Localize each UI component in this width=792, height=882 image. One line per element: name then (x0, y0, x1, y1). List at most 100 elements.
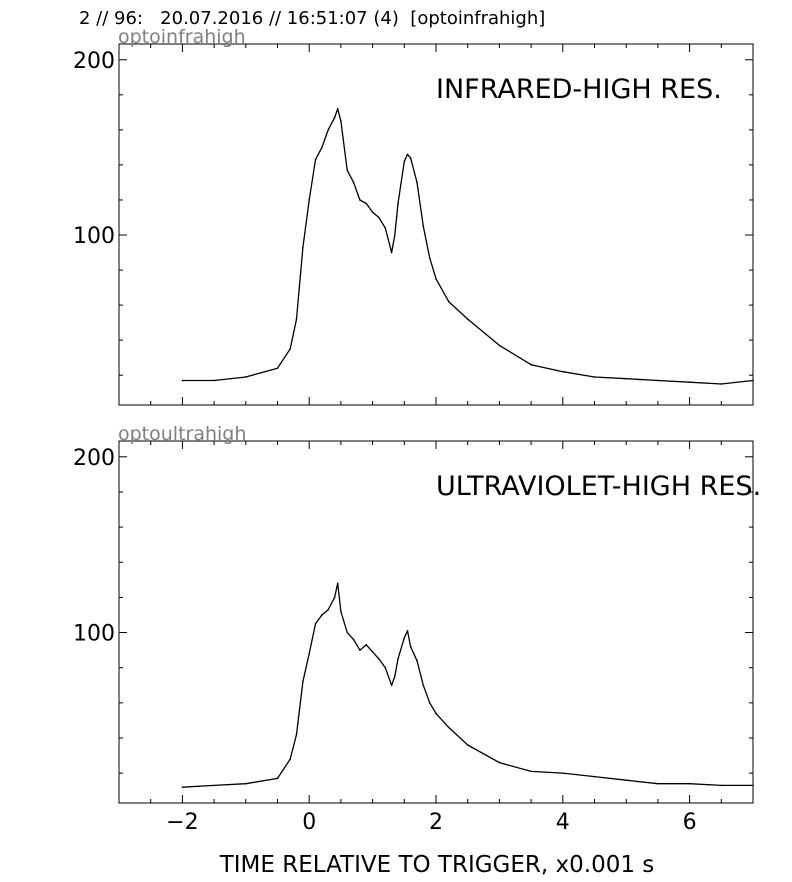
data-point (289, 348, 291, 350)
data-point (416, 181, 418, 184)
data-point (371, 651, 374, 653)
y-tick-label: 200 (73, 49, 115, 74)
data-point (409, 645, 412, 648)
data-point (333, 596, 336, 599)
data-point (562, 370, 564, 373)
data-point (625, 377, 627, 380)
data-point (181, 379, 184, 382)
x-tick-label: −2 (166, 810, 198, 835)
data-point (393, 675, 396, 678)
data-point (321, 614, 323, 616)
data-point (752, 379, 754, 382)
data-point (333, 116, 336, 119)
data-point (346, 631, 349, 634)
data-point (593, 376, 596, 378)
data-point (397, 202, 399, 205)
panel-title: INFRARED-HIGH RES. (436, 74, 722, 105)
header-title: 2 // 96: 20.07.2016 // 16:51:07 (4) [opt… (79, 8, 546, 29)
data-point (302, 246, 304, 249)
data-point (466, 318, 469, 320)
data-point (688, 782, 691, 785)
data-point (365, 202, 368, 205)
data-point (276, 777, 279, 780)
data-point (447, 300, 450, 303)
data-point (593, 775, 596, 778)
data-point (336, 582, 339, 585)
data-point (530, 363, 532, 366)
data-point (213, 379, 215, 382)
data-point (378, 658, 380, 660)
data-point (498, 761, 501, 764)
data-point (428, 702, 431, 704)
data-point (657, 379, 659, 382)
data-point (403, 637, 406, 639)
data-point (390, 251, 393, 254)
data-point (371, 211, 374, 214)
data-point (302, 680, 304, 683)
data-point (397, 658, 399, 660)
data-point (416, 659, 418, 662)
data-point (314, 158, 317, 161)
data-point (340, 120, 342, 122)
data-point (378, 216, 380, 219)
y-tick-label: 200 (73, 446, 115, 471)
data-point (409, 157, 412, 159)
data-point (422, 225, 425, 228)
data-point (340, 610, 342, 613)
x-tick-label: 0 (302, 810, 316, 835)
data-point (276, 367, 279, 369)
data-point (498, 344, 501, 347)
data-point (466, 744, 469, 746)
y-tick-label: 100 (73, 224, 115, 249)
y-tick-label: 100 (73, 622, 115, 647)
data-point (435, 712, 437, 715)
data-point (352, 181, 355, 184)
data-point (422, 684, 425, 687)
data-point (289, 758, 291, 760)
panel-title: ULTRAVIOLET-HIGH RES. (436, 471, 761, 502)
data-point (390, 684, 393, 687)
panel-corner-label: optoinfrahigh (118, 26, 246, 48)
data-point (562, 772, 564, 774)
data-point (352, 638, 355, 641)
data-point (359, 199, 361, 201)
data-point (327, 129, 330, 131)
series-line (182, 582, 753, 788)
data-point (688, 381, 691, 384)
data-point (245, 782, 247, 785)
data-point (393, 234, 396, 236)
data-point (530, 770, 532, 773)
data-point (384, 227, 387, 229)
x-tick-label: 6 (683, 810, 697, 835)
data-point (625, 779, 627, 781)
data-point (181, 786, 184, 788)
data-point (657, 782, 659, 785)
data-point (384, 666, 387, 669)
data-point (365, 644, 368, 646)
series-line (182, 108, 754, 385)
data-point (327, 608, 330, 611)
data-point (447, 726, 450, 729)
data-point (213, 784, 215, 787)
data-point (346, 169, 349, 171)
data-point (720, 784, 723, 787)
data-point (406, 153, 409, 156)
data-point (295, 318, 298, 320)
data-point (295, 733, 298, 736)
data-point (314, 622, 317, 625)
x-tick-label: 4 (556, 810, 570, 835)
data-point (359, 649, 361, 651)
data-point (428, 256, 431, 259)
data-point (308, 652, 311, 655)
data-point (336, 108, 339, 110)
data-point (435, 278, 437, 280)
data-point (308, 199, 311, 201)
data-point (752, 784, 754, 787)
data-point (321, 146, 323, 149)
data-point (406, 629, 409, 632)
x-tick-label: 2 (429, 810, 443, 835)
panel-corner-label: optoultrahigh (118, 423, 246, 445)
data-point (245, 376, 247, 378)
data-point (403, 160, 406, 163)
